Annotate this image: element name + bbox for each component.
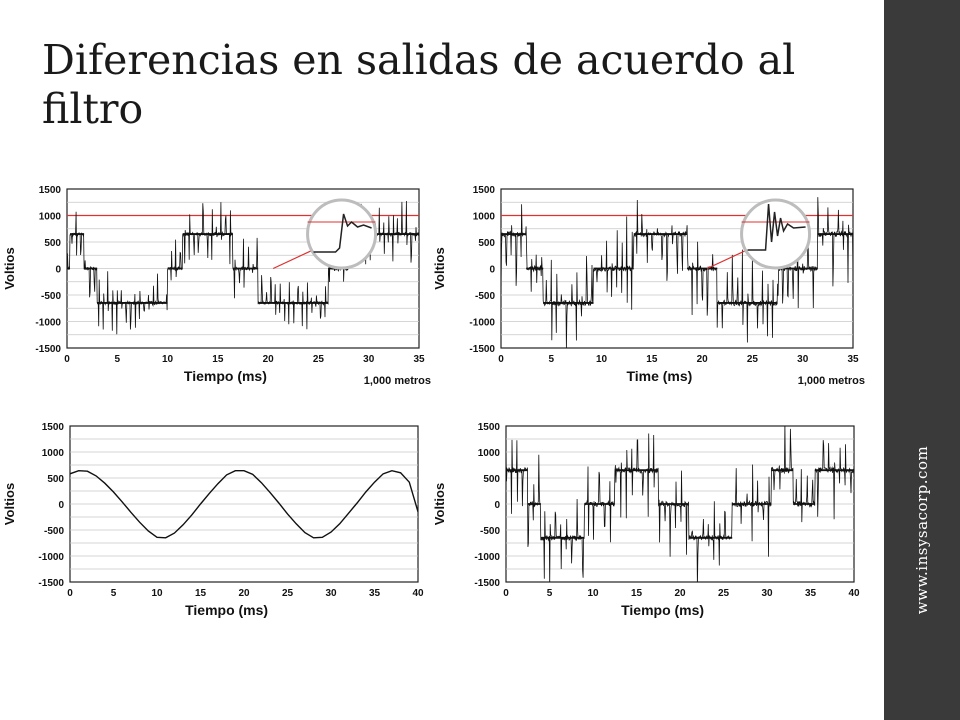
x-tick-label: 5: [111, 588, 117, 599]
x-tick-label: 20: [697, 354, 709, 365]
x-tick-label: 20: [238, 588, 250, 599]
y-tick-label: -1000: [474, 552, 500, 563]
x-axis-label: Tiempo (ms): [185, 602, 268, 618]
x-tick-label: 0: [503, 588, 509, 599]
slide-title: Diferencias en salidas de acuerdo al fil…: [42, 36, 796, 133]
waveform-series: [70, 469, 418, 539]
x-tick-label: 10: [596, 354, 608, 365]
x-tick-label: 40: [412, 588, 424, 599]
x-tick-label: 0: [67, 588, 73, 599]
x-tick-label: 20: [263, 354, 275, 365]
x-tick-label: 30: [761, 588, 773, 599]
y-tick-label: -1000: [38, 552, 64, 563]
y-tick-label: 1500: [42, 422, 65, 433]
y-tick-label: 1500: [39, 185, 62, 196]
y-axis-label: Voltios: [432, 483, 447, 525]
zoom-inset: [740, 198, 812, 270]
y-tick-label: 0: [58, 500, 64, 511]
y-tick-label: -1500: [469, 344, 495, 355]
y-tick-label: -500: [41, 291, 61, 302]
x-tick-label: 15: [631, 588, 643, 599]
y-tick-label: 1000: [478, 448, 501, 459]
y-tick-label: 0: [489, 265, 495, 276]
x-tick-label: 15: [195, 588, 207, 599]
y-tick-label: 1500: [473, 185, 496, 196]
x-tick-label: 10: [162, 354, 174, 365]
inset-pointer: [706, 248, 749, 270]
y-tick-label: -1500: [474, 578, 500, 589]
y-tick-label: 1000: [42, 448, 65, 459]
x-tick-label: 10: [587, 588, 599, 599]
x-tick-label: 25: [747, 354, 759, 365]
x-tick-label: 20: [674, 588, 686, 599]
distance-note: 1,000 metros: [364, 375, 431, 387]
x-tick-label: 10: [151, 588, 163, 599]
y-tick-label: -1000: [469, 318, 495, 329]
x-tick-label: 30: [325, 588, 337, 599]
y-tick-label: -500: [44, 526, 64, 537]
y-axis-label: Voltios: [2, 247, 17, 289]
x-tick-label: 35: [847, 354, 859, 365]
x-axis-label: Tiempo (ms): [621, 602, 704, 618]
x-tick-label: 30: [797, 354, 809, 365]
y-tick-label: 1500: [478, 422, 501, 433]
inset-waveform: [747, 203, 806, 251]
y-tick-label: -1500: [35, 344, 61, 355]
y-tick-label: 500: [483, 474, 500, 485]
y-tick-label: 0: [55, 265, 61, 276]
x-tick-label: 0: [498, 354, 504, 365]
y-tick-label: -1500: [38, 578, 64, 589]
x-tick-label: 25: [282, 588, 294, 599]
x-tick-label: 5: [549, 354, 555, 365]
y-tick-label: -500: [475, 291, 495, 302]
inset-waveform: [313, 213, 372, 253]
website-url: www.insysacorp.com: [913, 445, 931, 615]
x-tick-label: 40: [848, 588, 860, 599]
y-tick-label: -500: [480, 526, 500, 537]
x-tick-label: 35: [369, 588, 381, 599]
side-bar: [884, 0, 960, 720]
y-tick-label: 500: [478, 238, 495, 249]
x-tick-label: 30: [363, 354, 375, 365]
y-tick-label: 1000: [473, 212, 496, 223]
x-tick-label: 35: [805, 588, 817, 599]
y-tick-label: 500: [44, 238, 61, 249]
y-axis-label: Voltios: [432, 247, 447, 289]
x-tick-label: 0: [64, 354, 70, 365]
y-tick-label: -1000: [35, 318, 61, 329]
y-tick-label: 500: [47, 474, 64, 485]
x-tick-label: 25: [313, 354, 325, 365]
y-tick-label: 1000: [39, 212, 62, 223]
x-tick-label: 15: [212, 354, 224, 365]
x-tick-label: 25: [718, 588, 730, 599]
inset-pointer: [272, 248, 315, 270]
x-axis-label: Tiempo (ms): [184, 368, 267, 384]
y-axis-label: Voltios: [2, 483, 17, 525]
distance-note: 1,000 metros: [798, 375, 865, 387]
x-tick-label: 15: [646, 354, 658, 365]
x-axis-label: Time (ms): [626, 368, 692, 384]
x-tick-label: 35: [413, 354, 425, 365]
x-tick-label: 5: [115, 354, 121, 365]
x-tick-label: 5: [547, 588, 553, 599]
y-tick-label: 0: [494, 500, 500, 511]
